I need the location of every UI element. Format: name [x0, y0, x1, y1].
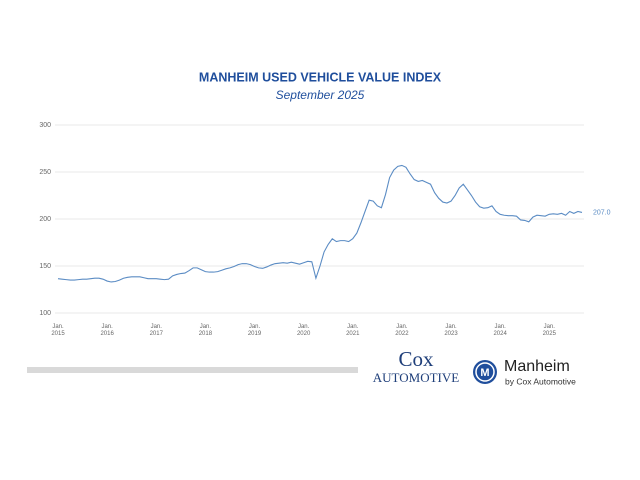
y-tick-label: 150: [39, 263, 51, 270]
x-tick-label: Jan. 2016: [100, 324, 114, 337]
x-tick-label: Jan. 2017: [149, 324, 163, 337]
x-tick-label: Jan. 2024: [493, 324, 507, 337]
cox-logo-sub: AUTOMOTIVE: [373, 370, 459, 385]
x-tick-label: Jan. 2023: [444, 324, 458, 337]
x-tick-label: Jan. 2022: [395, 324, 409, 337]
manheim-logo-mark: M: [480, 367, 489, 379]
x-tick-label: Jan. 2018: [198, 324, 213, 337]
value-label: 207.0: [593, 209, 611, 216]
divider-bar: [27, 367, 358, 373]
chart-title: MANHEIM USED VEHICLE VALUE INDEX: [199, 70, 442, 84]
manheim-logo-text: Manheim: [504, 358, 570, 375]
chart-subtitle: September 2025: [276, 88, 365, 102]
x-tick-label: Jan. 2015: [51, 324, 65, 337]
cox-logo: Cox: [398, 347, 434, 371]
y-tick-label: 100: [39, 310, 51, 317]
y-tick-label: 250: [39, 169, 51, 176]
y-tick-label: 300: [39, 122, 51, 129]
y-tick-label: 200: [39, 216, 51, 223]
manheim-logo-sub: by Cox Automotive: [505, 376, 576, 386]
x-tick-label: Jan. 2021: [346, 324, 360, 337]
x-tick-label: Jan. 2019: [247, 324, 262, 337]
x-tick-label: Jan. 2025: [542, 324, 556, 337]
x-tick-label: Jan. 2020: [296, 324, 311, 337]
manheim-logo-ring: [475, 362, 495, 382]
index-line: [57, 164, 583, 283]
